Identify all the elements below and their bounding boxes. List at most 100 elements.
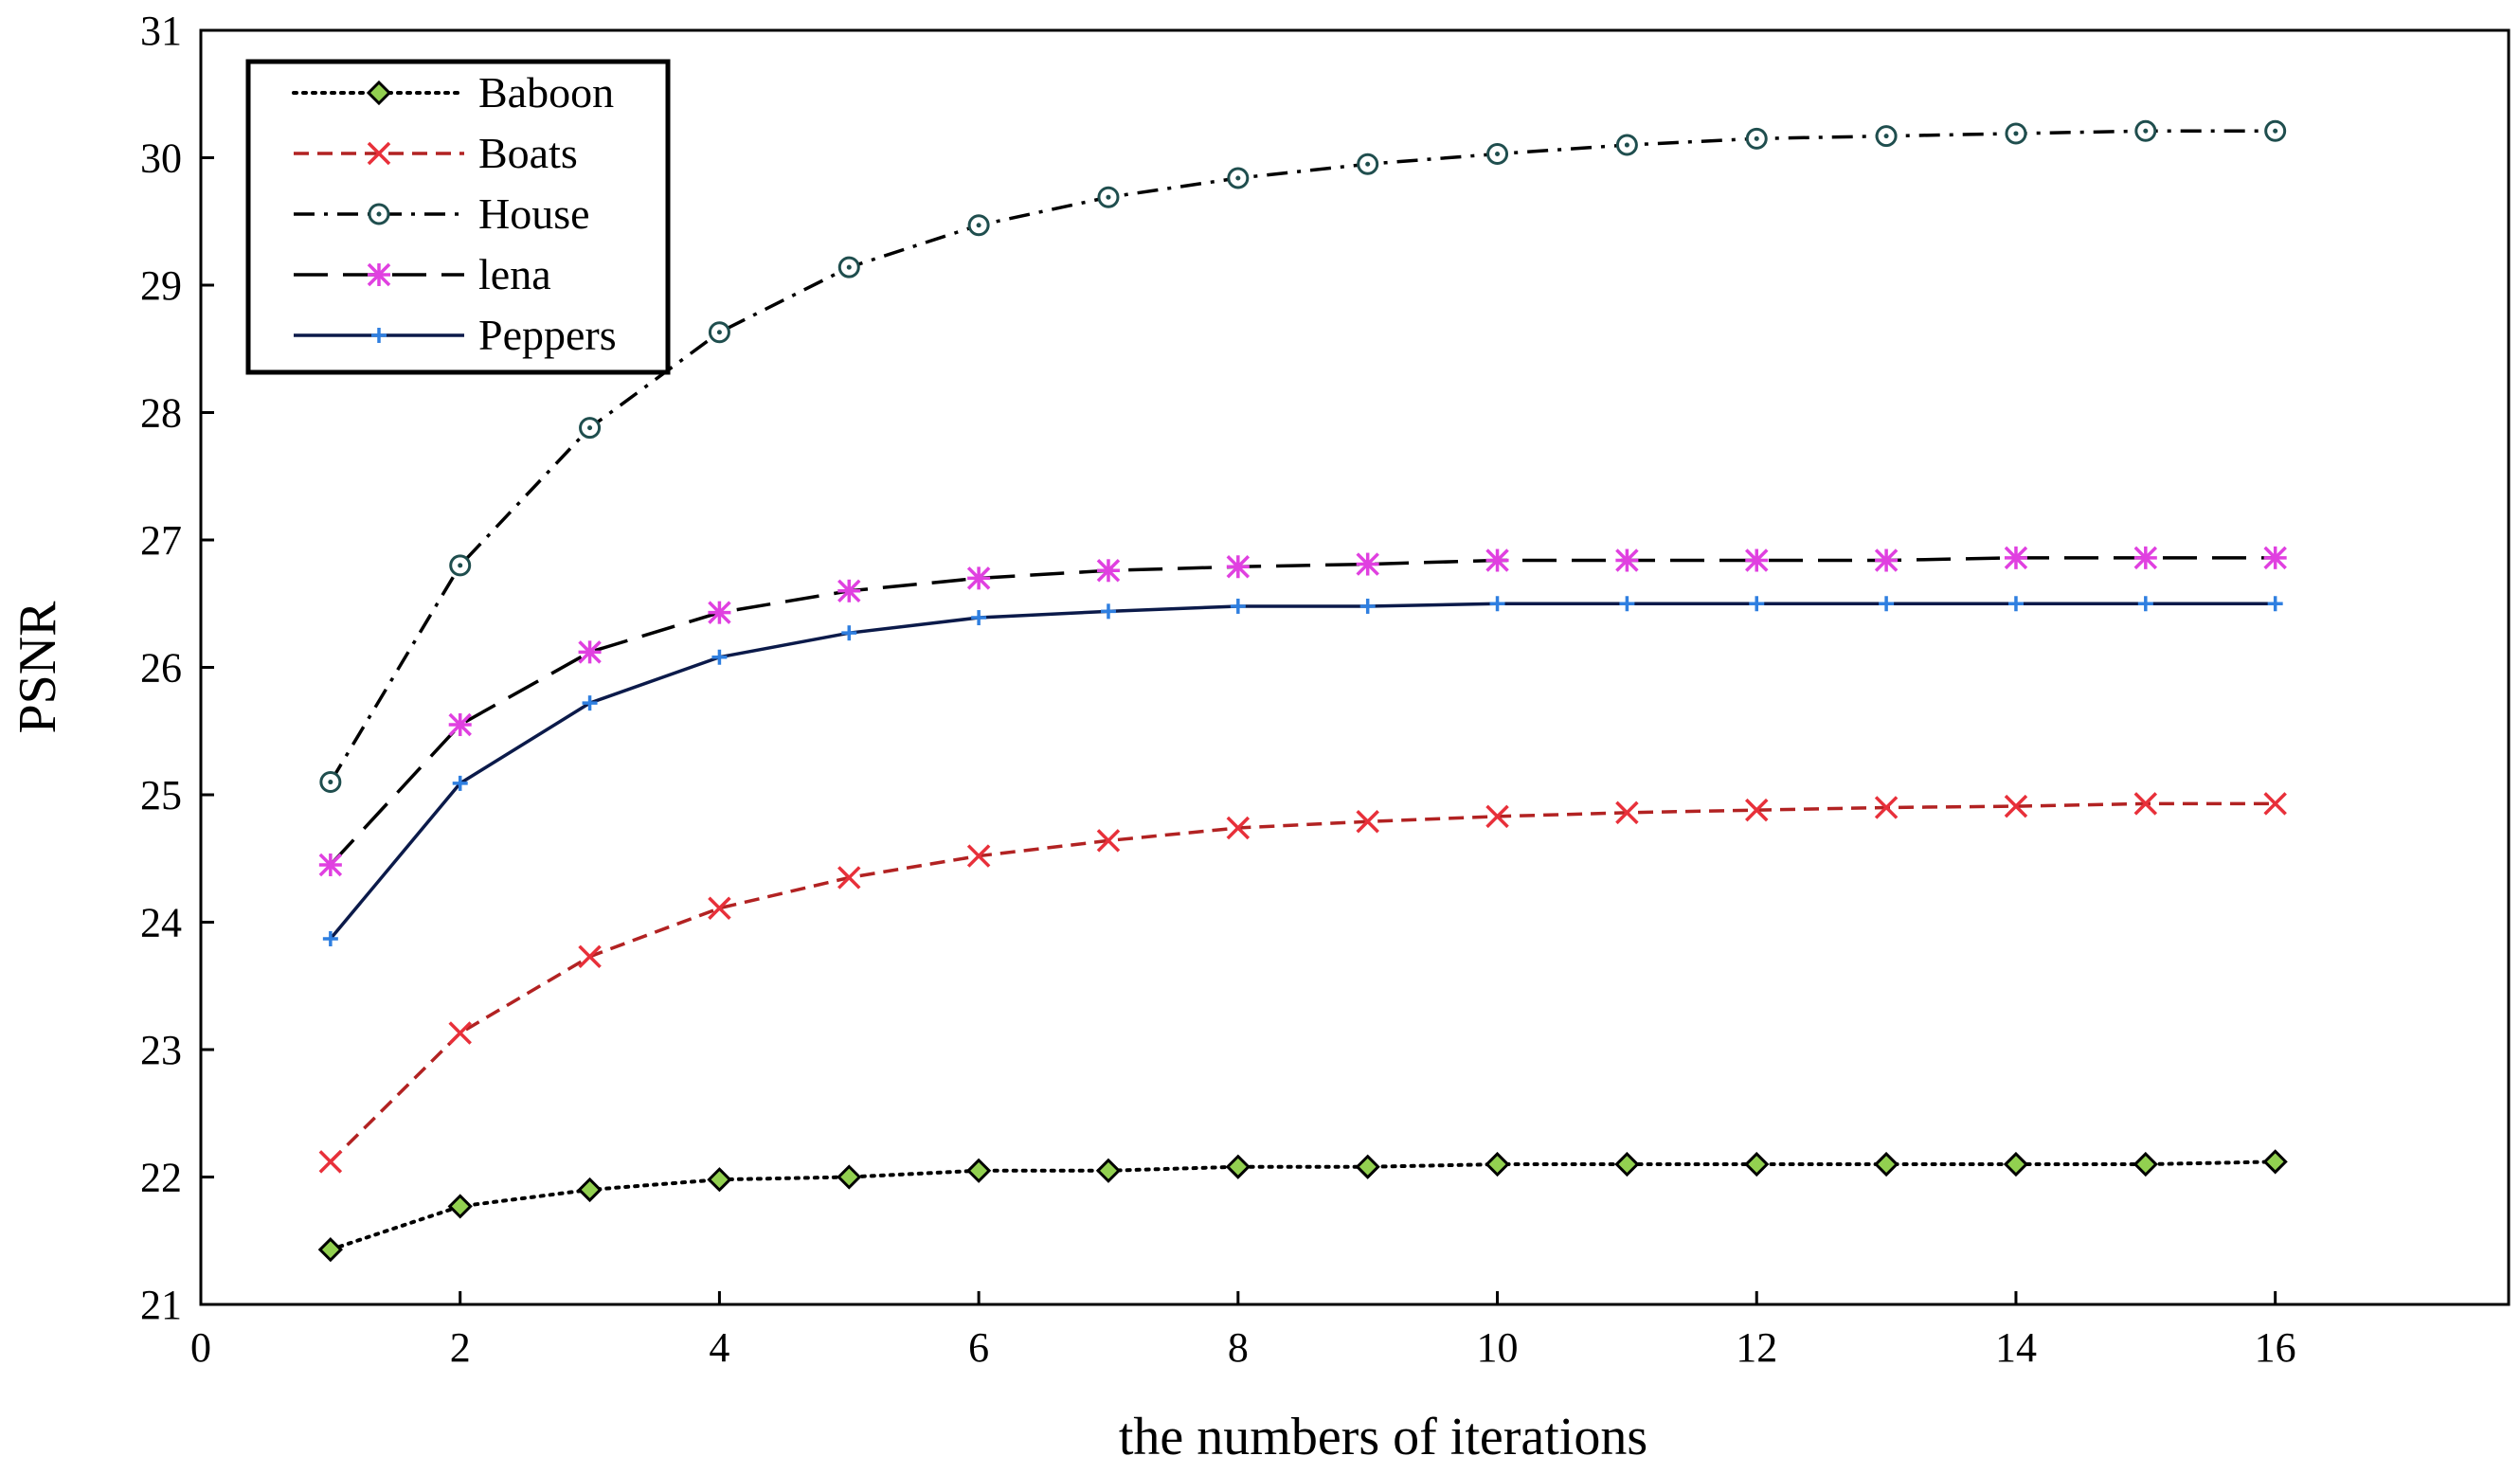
- marker-stroke: [1226, 816, 1251, 840]
- marker-dot: [458, 563, 463, 568]
- legend-entry-lena: lena: [294, 250, 551, 298]
- legend-label-lena: lena: [478, 250, 551, 298]
- marker-peppers: [1230, 598, 1246, 614]
- marker-dot: [716, 330, 722, 335]
- marker-house: [967, 214, 990, 237]
- marker-peppers: [971, 610, 987, 626]
- y-tick-label: 30: [140, 135, 182, 182]
- marker-lena: [837, 579, 861, 603]
- marker-peppers: [2137, 596, 2153, 612]
- legend-entry-baboon: Baboon: [292, 68, 614, 117]
- y-tick-label: 22: [140, 1155, 182, 1201]
- marker-baboon: [447, 1194, 473, 1219]
- marker-dot: [328, 780, 333, 785]
- y-tick-label: 28: [140, 390, 182, 437]
- marker-stroke: [1615, 800, 1639, 825]
- marker-stroke: [578, 944, 602, 969]
- marker-boats: [1226, 816, 1251, 840]
- marker-boats: [367, 141, 391, 166]
- marker-dot: [1754, 135, 1759, 141]
- x-tick-label: 6: [968, 1324, 989, 1371]
- marker-stroke: [1874, 796, 1899, 819]
- marker-house: [579, 417, 602, 440]
- marker-stroke: [837, 866, 861, 890]
- marker-baboon: [577, 1177, 603, 1203]
- marker-peppers: [1100, 603, 1116, 620]
- x-tick-label: 10: [1477, 1324, 1519, 1371]
- marker-peppers: [2007, 596, 2024, 612]
- marker-stroke: [318, 1150, 343, 1174]
- marker-peppers: [1619, 596, 1635, 612]
- marker-dot: [2273, 128, 2278, 134]
- marker-baboon: [1614, 1151, 1640, 1177]
- marker-dot: [587, 425, 593, 431]
- x-tick-label: 8: [1228, 1324, 1249, 1371]
- marker-house: [837, 256, 860, 279]
- marker-boats: [578, 944, 602, 969]
- marker-peppers: [1489, 596, 1505, 612]
- marker-lena: [367, 262, 391, 287]
- marker-peppers: [371, 328, 387, 343]
- marker-lena: [1874, 548, 1899, 572]
- y-tick-label: 25: [140, 772, 182, 818]
- marker-lena: [318, 853, 343, 877]
- legend-label-baboon: Baboon: [478, 68, 614, 117]
- y-tick-label: 26: [140, 645, 182, 692]
- marker-stroke: [1485, 804, 1509, 829]
- marker-peppers: [322, 930, 338, 946]
- marker-house: [368, 203, 390, 225]
- legend-box: [245, 59, 671, 375]
- marker-dot: [1235, 175, 1241, 181]
- x-tick-label: 4: [709, 1324, 729, 1371]
- marker-lena: [578, 640, 602, 664]
- marker-dot: [1106, 194, 1111, 200]
- marker-dot: [1883, 134, 1889, 139]
- y-tick-label: 21: [140, 1282, 182, 1328]
- marker-lena: [1745, 548, 1769, 572]
- series-boats: [318, 792, 2287, 1174]
- marker-baboon: [1355, 1154, 1380, 1179]
- marker-boats: [1356, 810, 1379, 834]
- marker-dot: [376, 211, 382, 217]
- marker-house: [1486, 142, 1509, 165]
- marker-dot: [1624, 142, 1629, 148]
- marker-lena: [1226, 555, 1251, 579]
- x-axis-title: the numbers of iterations: [1119, 1408, 1647, 1466]
- marker-baboon: [2262, 1149, 2288, 1175]
- marker-house: [2264, 119, 2287, 142]
- marker-boats: [1096, 829, 1121, 853]
- series-line-boats: [329, 801, 2276, 1163]
- marker-boats: [1745, 798, 1769, 822]
- x-tick-label: 12: [1736, 1324, 1777, 1371]
- marker-peppers: [1879, 596, 1895, 612]
- marker-baboon: [1744, 1151, 1770, 1177]
- x-tick-label: 2: [450, 1324, 471, 1371]
- legend-entry-peppers: Peppers: [294, 311, 617, 359]
- x-tick-label: 0: [190, 1324, 211, 1371]
- marker-house: [2134, 119, 2157, 142]
- marker-boats: [837, 866, 861, 890]
- marker-house: [1227, 167, 1250, 189]
- legend-entry-boats: Boats: [294, 129, 578, 177]
- marker-stroke: [448, 1021, 472, 1045]
- marker-peppers: [2267, 596, 2283, 612]
- series-house: [319, 119, 2287, 794]
- marker-baboon: [1485, 1151, 1510, 1177]
- marker-boats: [966, 844, 991, 868]
- y-tick-label: 24: [140, 900, 182, 946]
- y-tick-label: 23: [140, 1027, 182, 1073]
- marker-lena: [966, 566, 991, 590]
- y-tick-label: 29: [140, 262, 182, 309]
- marker-peppers: [1359, 598, 1376, 614]
- marker-lena: [448, 712, 472, 737]
- legend-entry-house: House: [294, 189, 590, 238]
- marker-baboon: [966, 1158, 992, 1183]
- legend-label-peppers: Peppers: [478, 311, 617, 359]
- marker-house: [1745, 127, 1768, 150]
- marker-dot: [2143, 128, 2149, 134]
- marker-stroke: [708, 896, 731, 920]
- marker-baboon: [837, 1164, 862, 1190]
- series-peppers: [322, 596, 2283, 946]
- marker-stroke: [2133, 792, 2158, 816]
- marker-stroke: [966, 844, 991, 868]
